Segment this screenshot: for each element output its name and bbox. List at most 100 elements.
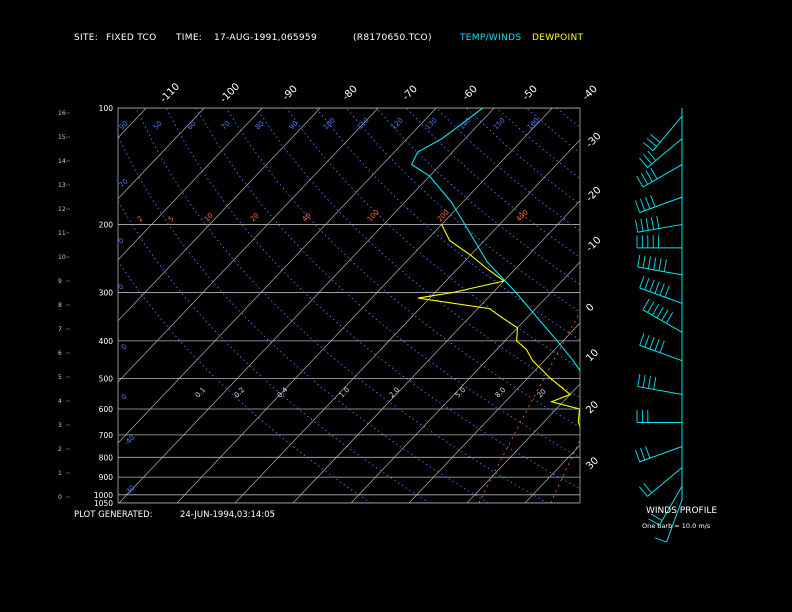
dry-adiabat [135, 108, 548, 503]
wind-barb-feather [637, 374, 641, 387]
dry-adiabat [255, 108, 580, 399]
wind-barb-feather [639, 276, 645, 289]
mixing-ratio-label: 2.0 [388, 386, 402, 400]
dry-adiabat [315, 108, 580, 341]
dry-adiabat-label: -30 [123, 484, 137, 498]
wind-barb-feather [645, 170, 653, 182]
height-km-label: 3 [58, 422, 62, 429]
dry-adiabat-label: 150 [492, 116, 507, 131]
generated-label: PLOT GENERATED: [74, 510, 153, 520]
wind-barb [659, 485, 683, 526]
isobar-label: 600 [99, 405, 114, 414]
isotherm-label: -80 [341, 84, 360, 103]
height-km-label: 7 [58, 326, 62, 333]
site-value: FIXED TCO [106, 33, 157, 43]
height-km-label: 13 [58, 182, 66, 189]
wind-barb-feather [640, 218, 644, 232]
wind-barb-feather [653, 376, 657, 390]
wind-barb-feather [641, 173, 649, 185]
wind-barb [637, 386, 683, 395]
isotherm-label: -90 [281, 84, 300, 103]
height-km-label: 16 [58, 110, 66, 117]
isotherm-line [0, 108, 88, 503]
mixing-ratio-label: 5.0 [454, 386, 468, 400]
isobar-label: 1050 [94, 499, 113, 508]
wind-barb-feather [659, 340, 665, 353]
height-km-label: 11 [58, 230, 66, 237]
time-label: TIME: [176, 33, 203, 43]
isotherm-line [118, 108, 437, 444]
wind-barb-feather [645, 217, 649, 231]
isotherm-line [524, 444, 580, 503]
winds-title: WINDS PROFILE [646, 506, 718, 516]
wind-barb-feather [645, 196, 651, 209]
dry-adiabat-label: 0 [120, 343, 129, 352]
isobar-label: 400 [99, 337, 114, 346]
isotherm-line [292, 200, 580, 503]
isotherm-label: -110 [158, 81, 182, 105]
dry-adiabat [118, 199, 430, 503]
dry-adiabat-label: 0 [117, 283, 126, 292]
isobar-label: 500 [99, 374, 114, 383]
isobar-label: 1000 [94, 491, 113, 500]
dewpoint-line [418, 224, 580, 428]
mixing-ratio-label: 2 [136, 215, 145, 224]
isotherm-line [583, 108, 792, 503]
plot-area [0, 108, 792, 503]
dry-adiabat-label: 0 [117, 237, 126, 246]
mixing-ratio-label: 20 [536, 387, 548, 399]
wind-barb-feather [643, 483, 653, 494]
mixing-ratio-label: 400 [515, 208, 530, 223]
mixing-ratio-line [478, 311, 580, 503]
wind-barb-feather [634, 200, 641, 213]
dry-adiabat-label: 70 [118, 177, 130, 189]
isotherm-line [118, 108, 205, 200]
isotherm-label: 20 [584, 399, 601, 416]
dry-adiabat [646, 108, 792, 503]
wind-barb-feather [648, 518, 660, 526]
dry-adiabat-label: 100 [322, 116, 337, 131]
winds-note: One barb = 10.0 m/s [642, 522, 711, 530]
isotherm-label: -50 [521, 84, 540, 103]
height-km-label: 0 [58, 494, 62, 501]
isotherm-label: -70 [401, 84, 420, 103]
isotherm-label: -100 [218, 81, 242, 105]
isotherm-label: -10 [584, 235, 603, 254]
isotherm-line [641, 108, 792, 503]
mixing-ratio-label: 0.2 [233, 386, 247, 400]
isobar-label: 100 [99, 104, 114, 113]
isotherm-label: 0 [584, 302, 596, 314]
site-label: SITE: [74, 33, 99, 43]
wind-barb-feather [642, 298, 650, 310]
wind-barb [637, 266, 683, 276]
isobar-label: 700 [99, 431, 114, 440]
wind-barb-feather [646, 138, 657, 147]
wind-barb [639, 196, 683, 213]
wind-barb-feather [654, 281, 660, 294]
wind-barb-feather [663, 259, 667, 272]
dry-adiabat [118, 134, 489, 503]
legend-temp: TEMP/WINDS [460, 33, 522, 43]
wind-barb-feather [649, 336, 655, 350]
dry-adiabat-label: 50 [152, 119, 164, 131]
dry-adiabat [496, 108, 580, 180]
dry-adiabat [285, 108, 580, 369]
height-km-label: 8 [58, 302, 62, 309]
dry-adiabat-label: 80 [254, 119, 266, 131]
wind-barb-feather [647, 375, 651, 389]
isotherm-label: -40 [581, 84, 600, 103]
isobar-label: 300 [99, 289, 114, 298]
wind-barb-feather [643, 142, 654, 152]
isotherm-line [234, 139, 580, 503]
wind-barb-feather [654, 338, 660, 351]
wind-barb-feather [659, 283, 665, 296]
wind-barb-feather [651, 513, 663, 521]
height-km-label: 12 [58, 206, 66, 213]
isotherm-line [408, 322, 580, 503]
wind-barb-feather [642, 375, 646, 388]
isotherm-label: -60 [461, 84, 480, 103]
wind-barb [642, 309, 683, 333]
isotherm-line [118, 108, 379, 383]
isotherm-line [757, 108, 792, 503]
